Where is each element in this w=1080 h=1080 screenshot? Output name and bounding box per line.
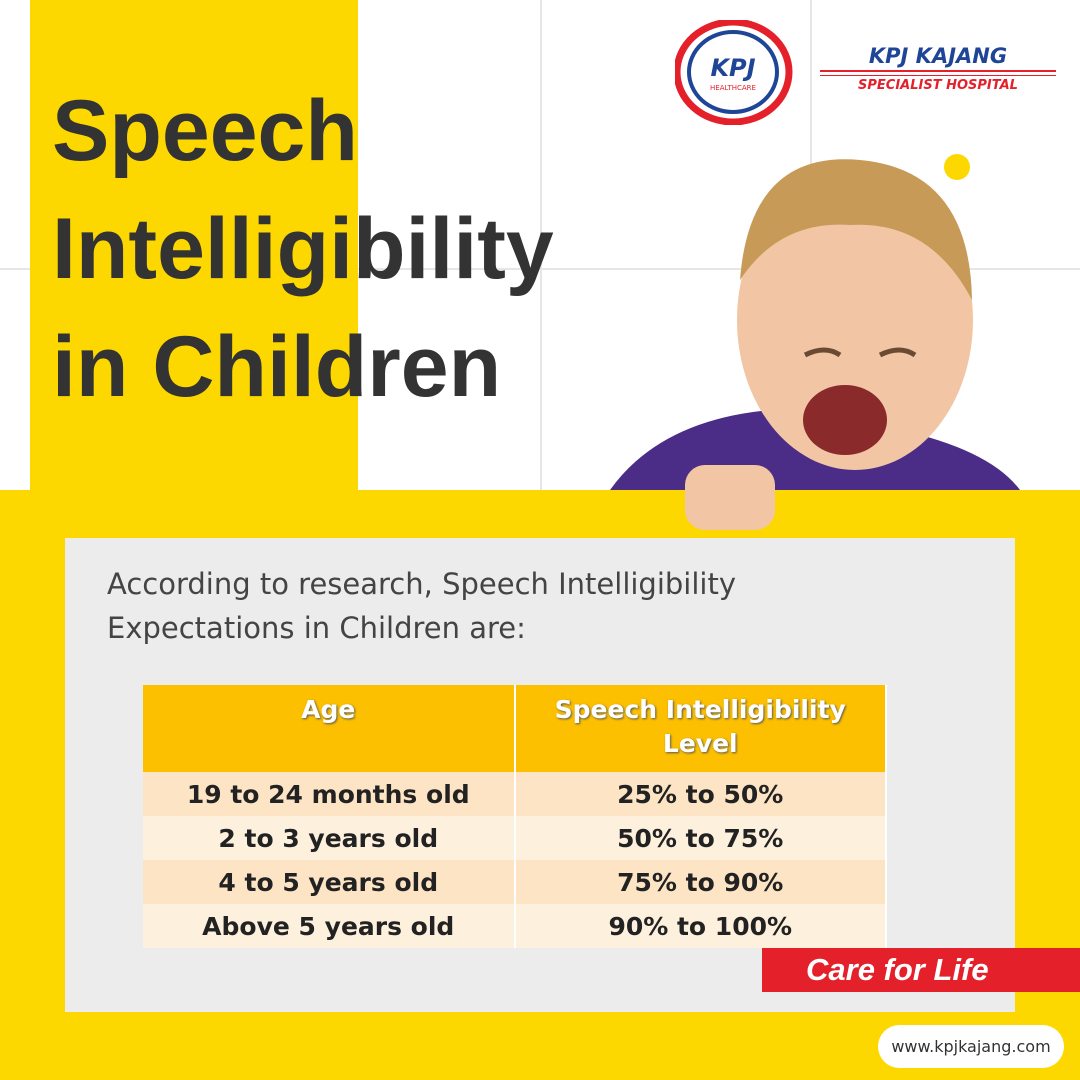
website[interactable]: www.kpjkajang.com bbox=[878, 1025, 1064, 1068]
child-illustration bbox=[610, 154, 1020, 530]
table-body: 19 to 24 months old 25% to 50% 2 to 3 year… bbox=[143, 772, 887, 948]
logo-rule bbox=[820, 70, 1056, 76]
yellow-block bbox=[30, 0, 358, 500]
header-cell: Age bbox=[143, 685, 516, 772]
table-cell: 19 to 24 months old bbox=[143, 772, 516, 816]
title: Speech Intelligibility in Children bbox=[52, 72, 554, 426]
title-line: in Children bbox=[52, 319, 502, 415]
grid-line bbox=[540, 0, 542, 490]
logo-name-block: KPJ KAJANG SPECIALIST HOSPITAL bbox=[820, 44, 1056, 93]
table-cell: 2 to 3 years old bbox=[143, 816, 516, 860]
table-row: Above 5 years old 90% to 100% bbox=[143, 904, 887, 948]
grid-line bbox=[0, 268, 1080, 270]
header-cell: Speech Intelligibility Level bbox=[514, 685, 887, 772]
table-cell: 50% to 75% bbox=[514, 816, 887, 860]
title-line: Intelligibility bbox=[52, 201, 554, 297]
logo-name: KPJ KAJANG bbox=[868, 44, 1008, 68]
logo-mark: KPJ HEALTHCARE bbox=[675, 20, 793, 125]
table-row: 4 to 5 years old 75% to 90% bbox=[143, 860, 887, 904]
logo-subtitle: SPECIALIST HOSPITAL bbox=[858, 78, 1018, 93]
table: Age Speech Intelligibility Level 19 to 2… bbox=[143, 685, 887, 948]
info-panel: According to research, Speech Intelligib… bbox=[65, 538, 1015, 1012]
logo-sub: HEALTHCARE bbox=[710, 84, 756, 92]
logo-text: KPJ bbox=[710, 54, 755, 82]
table-cell: 90% to 100% bbox=[514, 904, 887, 948]
table-cell: 75% to 90% bbox=[514, 860, 887, 904]
table-header: Age Speech Intelligibility Level bbox=[143, 685, 887, 772]
table-cell: 4 to 5 years old bbox=[143, 860, 516, 904]
title-line: Speech bbox=[52, 83, 358, 179]
tagline: Care for Life bbox=[762, 948, 1080, 992]
table-cell: 25% to 50% bbox=[514, 772, 887, 816]
table-row: 19 to 24 months old 25% to 50% bbox=[143, 772, 887, 816]
table-cell: Above 5 years old bbox=[143, 904, 516, 948]
table-row: 2 to 3 years old 50% to 75% bbox=[143, 816, 887, 860]
intro-text: According to research, Speech Intelligib… bbox=[107, 567, 737, 645]
